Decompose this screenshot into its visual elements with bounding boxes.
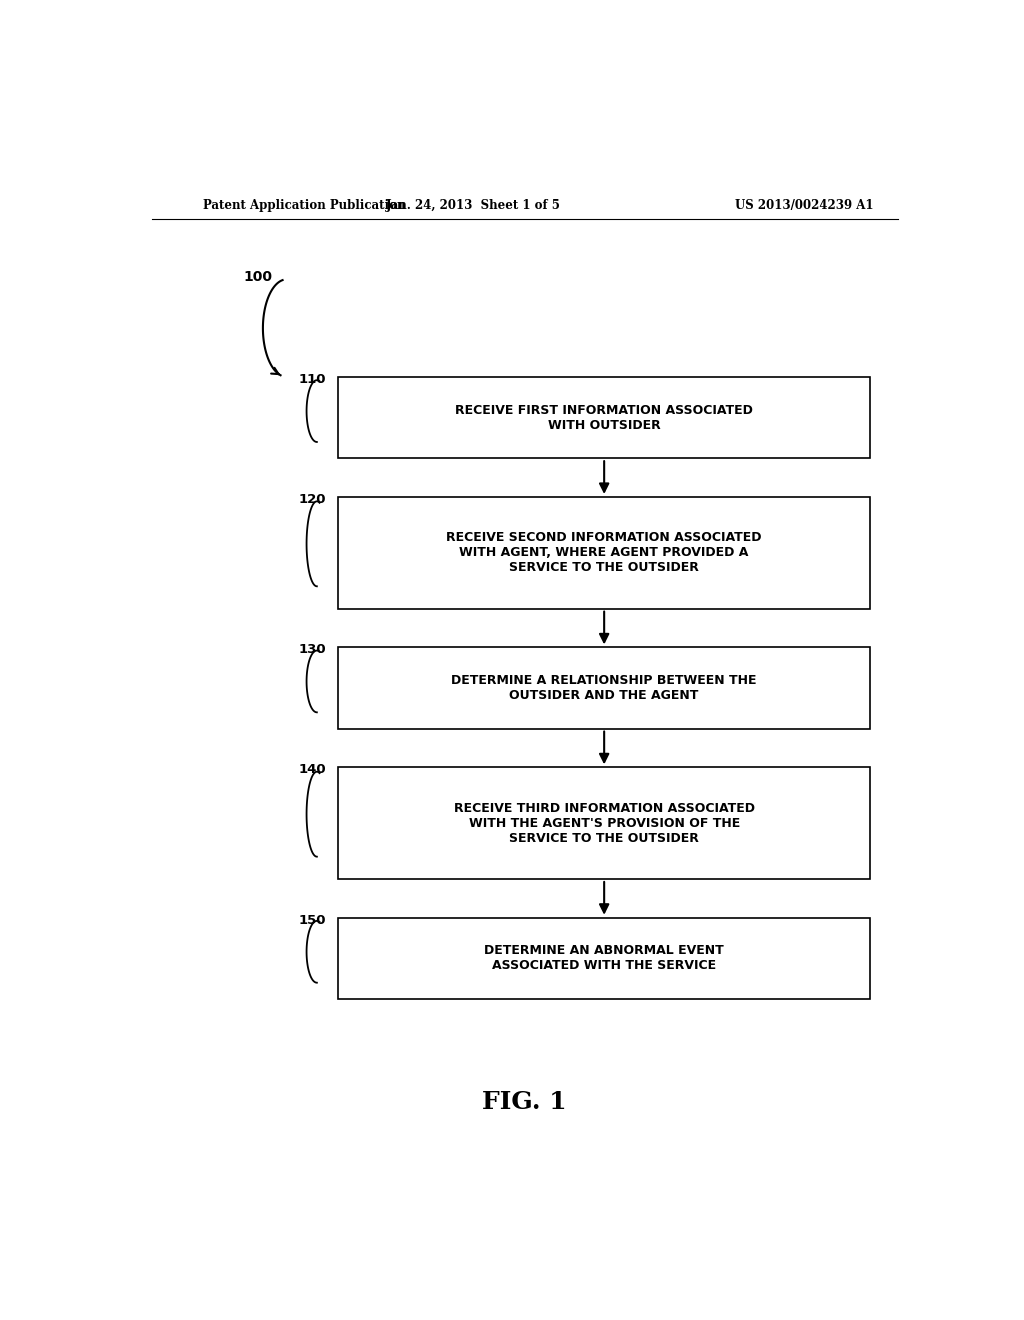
Text: 150: 150 (299, 913, 327, 927)
Bar (338, 917, 870, 999)
Text: 110: 110 (299, 372, 327, 385)
Text: 120: 120 (299, 492, 327, 506)
Text: RECEIVE THIRD INFORMATION ASSOCIATED
WITH THE AGENT'S PROVISION OF THE
SERVICE T: RECEIVE THIRD INFORMATION ASSOCIATED WIT… (454, 801, 755, 845)
Bar (338, 647, 870, 729)
Text: Jan. 24, 2013  Sheet 1 of 5: Jan. 24, 2013 Sheet 1 of 5 (386, 199, 561, 213)
Text: 130: 130 (299, 643, 327, 656)
Text: DETERMINE A RELATIONSHIP BETWEEN THE
OUTSIDER AND THE AGENT: DETERMINE A RELATIONSHIP BETWEEN THE OUT… (452, 675, 757, 702)
Text: Patent Application Publication: Patent Application Publication (204, 199, 406, 213)
Bar (338, 767, 870, 879)
Text: DETERMINE AN ABNORMAL EVENT
ASSOCIATED WITH THE SERVICE: DETERMINE AN ABNORMAL EVENT ASSOCIATED W… (484, 944, 724, 973)
Text: 100: 100 (243, 271, 272, 284)
Text: US 2013/0024239 A1: US 2013/0024239 A1 (735, 199, 873, 213)
Text: FIG. 1: FIG. 1 (482, 1089, 567, 1114)
Text: RECEIVE SECOND INFORMATION ASSOCIATED
WITH AGENT, WHERE AGENT PROVIDED A
SERVICE: RECEIVE SECOND INFORMATION ASSOCIATED WI… (446, 531, 762, 574)
Text: RECEIVE FIRST INFORMATION ASSOCIATED
WITH OUTSIDER: RECEIVE FIRST INFORMATION ASSOCIATED WIT… (456, 404, 753, 432)
Bar (338, 378, 870, 458)
Text: 140: 140 (299, 763, 327, 776)
Bar (338, 496, 870, 609)
